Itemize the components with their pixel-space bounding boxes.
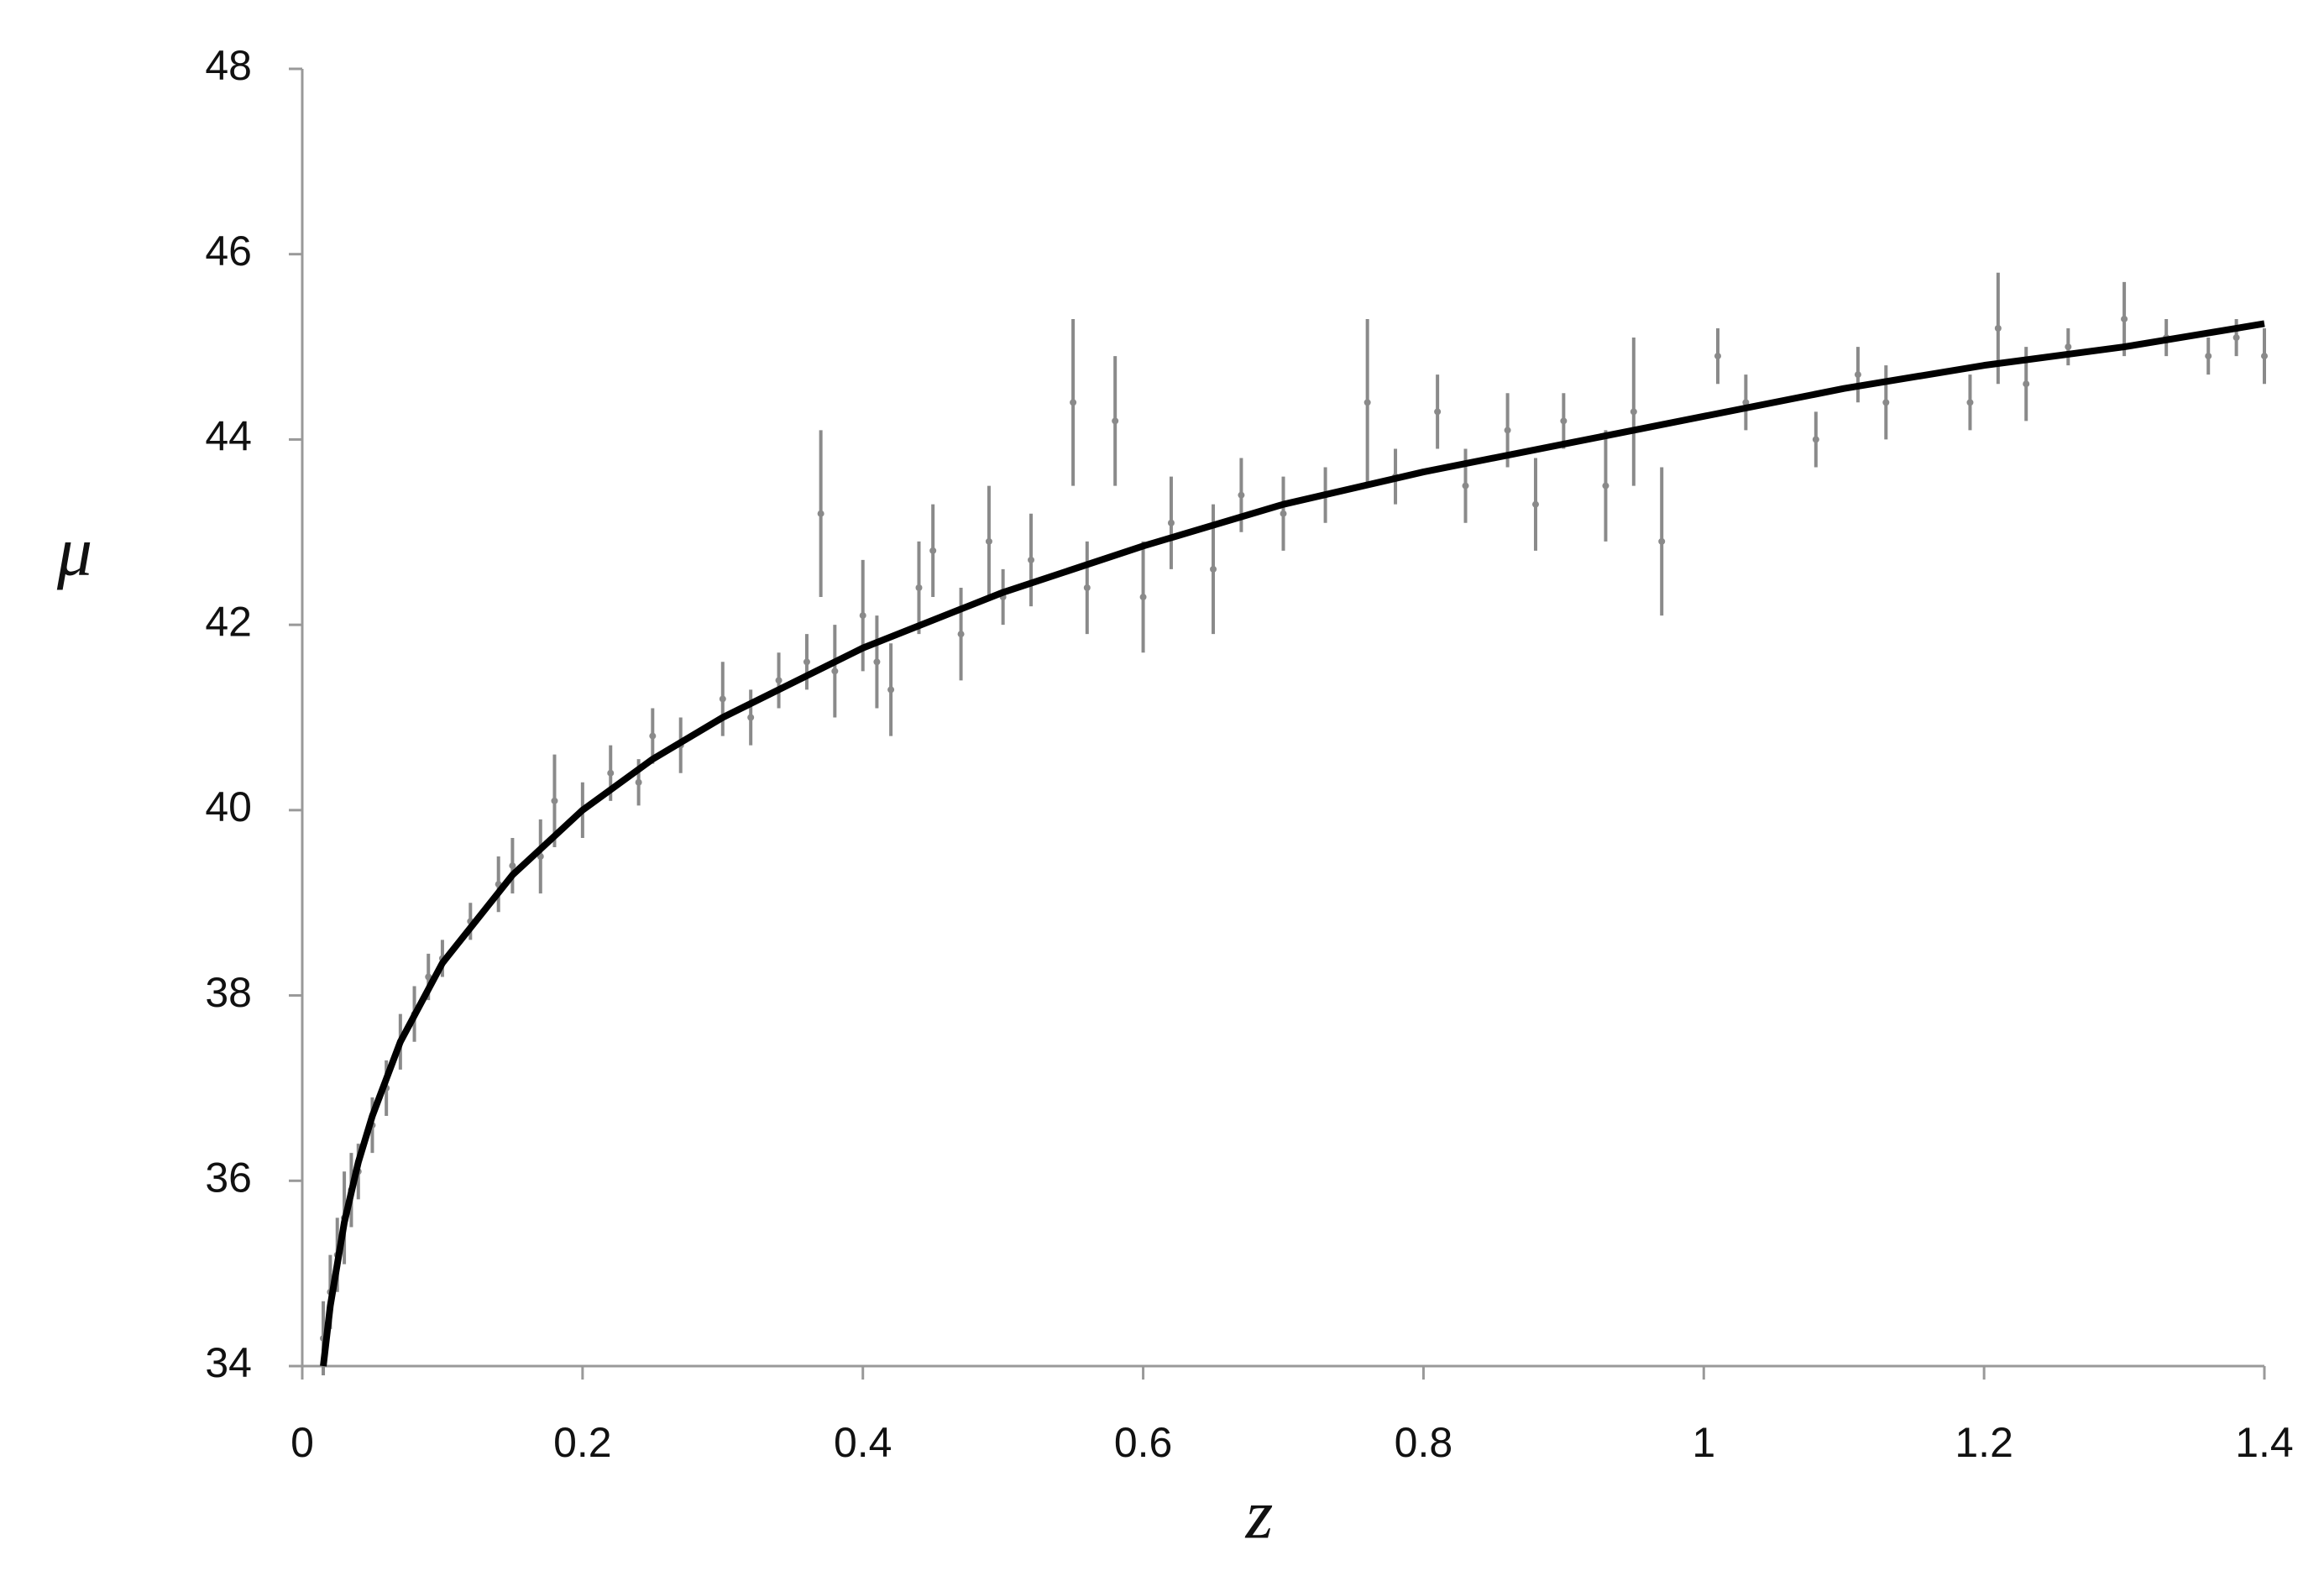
data-point <box>1560 417 1568 425</box>
data-point <box>635 778 642 786</box>
data-point <box>957 631 965 638</box>
y-tick-label: 46 <box>205 228 252 275</box>
y-tick-label: 36 <box>205 1154 252 1201</box>
data-point <box>803 658 810 666</box>
data-point <box>2023 380 2030 388</box>
data-point <box>831 668 839 675</box>
y-tick-label: 34 <box>205 1339 252 1386</box>
x-tick-label: 1.4 <box>2235 1419 2294 1466</box>
data-point <box>1210 565 1217 573</box>
y-tick-label: 44 <box>205 413 252 460</box>
data-point <box>1531 500 1539 508</box>
data-point <box>425 973 432 981</box>
data-point <box>887 686 895 694</box>
data-point <box>1602 482 1610 490</box>
data-point <box>2065 343 2072 351</box>
data-point <box>1714 353 1721 360</box>
data-point <box>873 658 881 666</box>
data-point <box>1139 594 1147 601</box>
data-point <box>1112 417 1119 425</box>
data-point <box>929 547 937 554</box>
y-tick-label: 48 <box>205 42 252 89</box>
data-point <box>649 732 657 740</box>
data-point <box>719 695 726 703</box>
data-point <box>1083 584 1091 591</box>
data-point <box>1742 399 1750 406</box>
data-point <box>1854 371 1861 379</box>
data-point <box>859 612 866 620</box>
fit-curve <box>320 320 2265 1367</box>
data-point <box>2261 353 2268 360</box>
data-point <box>817 510 824 517</box>
y-tick-label: 42 <box>205 598 252 645</box>
data-point <box>1070 399 1077 406</box>
x-tick-label: 0.2 <box>553 1419 612 1466</box>
data-point <box>1658 537 1666 545</box>
data-point <box>1028 556 1035 563</box>
x-axis-title: z <box>1245 1475 1274 1553</box>
data-point <box>1504 427 1511 434</box>
x-tick-label: 0.4 <box>834 1419 892 1466</box>
y-tick-label: 40 <box>205 783 252 830</box>
data-point <box>1994 325 2002 332</box>
data-point <box>915 584 923 591</box>
data-point <box>747 714 755 721</box>
data-point <box>2121 315 2128 322</box>
data-point <box>1280 510 1287 517</box>
data-point <box>1882 399 1890 406</box>
x-tick-label: 0.8 <box>1395 1419 1453 1466</box>
data-point <box>2205 353 2212 360</box>
data-point <box>1434 408 1442 416</box>
data-point <box>509 862 516 870</box>
data-point <box>607 769 615 777</box>
data-point <box>1167 519 1175 526</box>
data-point <box>1812 436 1819 443</box>
data-point <box>1630 408 1637 416</box>
y-tick-label: 38 <box>205 969 252 1016</box>
data-point <box>1238 491 1245 499</box>
data-point <box>1462 482 1469 490</box>
data-point <box>985 537 992 545</box>
data-point <box>1364 399 1371 406</box>
x-tick-label: 1.2 <box>1955 1419 2013 1466</box>
data-point <box>2232 334 2240 342</box>
data-point <box>551 797 558 804</box>
x-tick-label: 0.6 <box>1114 1419 1173 1466</box>
x-tick-label: 0 <box>290 1419 314 1466</box>
x-tick-label: 1 <box>1692 1419 1715 1466</box>
data-point <box>775 677 783 684</box>
data-point <box>1966 399 1974 406</box>
y-axis-title: μ <box>56 512 92 590</box>
